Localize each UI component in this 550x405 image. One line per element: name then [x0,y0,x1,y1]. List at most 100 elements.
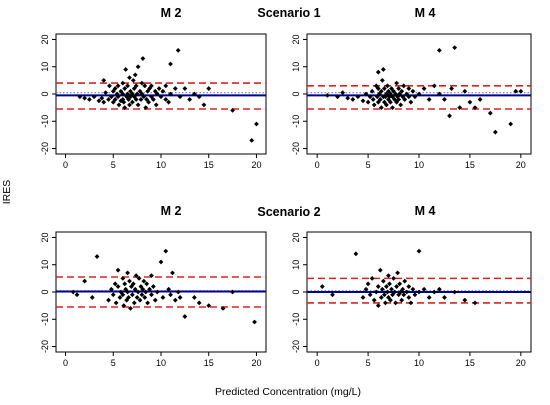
data-point [118,98,124,104]
data-point [375,69,381,75]
data-point [363,286,369,292]
data-point [416,91,422,97]
y-tick-label: 0 [40,289,50,294]
data-point [128,305,133,311]
data-point [387,94,392,100]
data-point [436,286,442,292]
y-tick-label: 0 [291,289,301,294]
plot-frame [55,33,267,155]
data-point [395,270,401,276]
data-point [397,91,403,97]
y-tick-label: 10 [40,260,50,270]
data-point [353,251,359,257]
data-point [131,94,137,100]
x-tick-label: 5 [366,358,371,368]
data-point [373,289,379,295]
data-point [153,102,159,108]
data-point [513,88,519,94]
scenario-2-title: Scenario 2 [257,205,320,219]
data-point [365,281,371,287]
data-point [426,295,432,300]
data-point [462,297,468,303]
x-tick-label: 15 [204,358,214,368]
data-point [406,295,412,300]
data-point [101,77,107,83]
data-point [122,86,128,91]
data-point [115,94,121,100]
data-point [442,295,447,300]
data-point [122,281,128,287]
data-point [160,88,166,94]
data-point [369,275,375,281]
data-point [487,110,493,116]
data-point [154,289,160,295]
data-point [149,273,154,279]
panel-1: M 2 0 5 10 15 20 -20 -10 0 10 20 [40,6,267,170]
data-point [125,270,130,276]
data-point [110,88,116,94]
panel-title: M 2 [161,6,182,20]
data-point [112,86,118,91]
data-point [230,107,235,113]
data-point [431,289,437,295]
panel-title: M 4 [415,204,436,218]
data-point [363,91,369,97]
x-tick-label: 20 [516,160,526,170]
data-point [365,99,371,105]
data-point [350,97,356,102]
data-point [389,286,394,292]
data-point [158,94,164,100]
data-point [110,99,116,105]
data-point [340,90,346,96]
data-point [402,97,408,102]
data-point [192,91,197,97]
y-tick-label: -10 [291,115,301,128]
data-point [381,99,387,105]
y-tick-label: 10 [291,62,301,72]
data-point [99,95,105,101]
data-point [378,88,384,94]
data-point [518,88,524,94]
data-point [133,97,139,102]
data-point [139,292,145,298]
data-point [143,105,149,111]
data-point [154,91,160,97]
data-point [436,47,442,53]
data-point [135,64,141,70]
x-tick-label: 15 [465,358,475,368]
data-point [145,88,151,94]
x-tick-label: 5 [366,160,371,170]
data-point [375,303,381,309]
data-point [462,88,468,94]
data-point [87,97,92,102]
data-point [249,137,255,143]
data-point [399,88,405,94]
data-point [126,295,131,300]
data-point [117,295,123,300]
y-tick-label: 0 [40,91,50,96]
data-point [380,67,386,72]
panel-title: M 4 [415,6,436,20]
data-point [345,95,351,101]
data-point [402,278,408,284]
data-point [106,297,111,303]
data-point [431,83,437,89]
data-point [172,297,178,303]
data-point [122,105,128,111]
data-point [369,88,375,94]
data-point [129,99,135,105]
data-point [220,305,226,311]
scenario-1-title: Scenario 1 [257,6,320,20]
data-point [177,295,183,300]
data-point [390,105,395,111]
data-point [132,286,138,292]
data-point [150,284,156,289]
data-point [398,289,404,295]
data-point [375,86,381,91]
panel-4: M 4 0 5 10 15 20 -20 -10 0 10 20 [291,204,532,368]
y-tick-label: -20 [40,142,50,155]
data-point [386,273,391,279]
x-tick-label: 15 [465,160,475,170]
data-point [70,289,76,295]
x-tick-label: 10 [156,358,166,368]
